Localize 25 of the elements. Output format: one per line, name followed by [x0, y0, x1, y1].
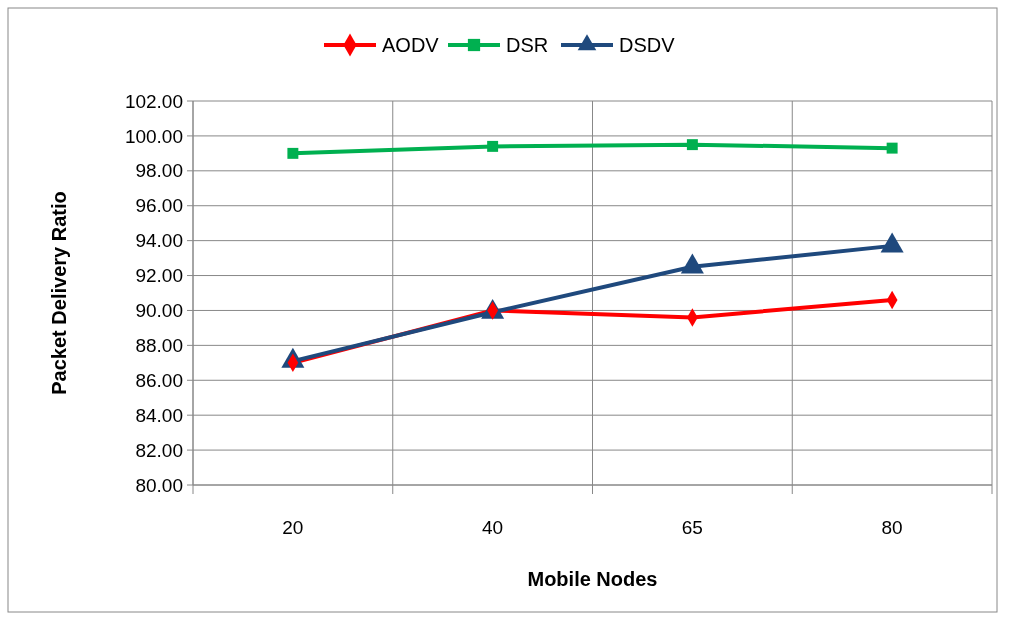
y-tick-label: 100.00: [124, 125, 183, 147]
y-tick-label: 92.00: [135, 265, 183, 287]
point: [487, 140, 499, 152]
point: [287, 147, 299, 159]
legend-label: DSDV: [619, 34, 676, 56]
x-tick-label: 80: [881, 517, 903, 538]
y-tick-label: 84.00: [135, 404, 183, 426]
x-tick-label: 20: [282, 517, 304, 538]
x-tick-label: 40: [482, 517, 504, 538]
y-tick-label: 90.00: [135, 300, 183, 322]
y-tick-label: 94.00: [135, 230, 183, 252]
y-axis-title: Packet Delivery Ratio: [48, 191, 70, 395]
y-tick-label: 88.00: [135, 335, 183, 357]
legend-label: AODV: [382, 34, 440, 56]
y-tick-label: 80.00: [135, 474, 183, 496]
y-tick-label: 102.00: [124, 90, 183, 112]
legend-label: DSR: [506, 34, 549, 56]
point: [686, 139, 698, 151]
x-tick-label: 65: [681, 517, 703, 538]
y-tick-label: 86.00: [135, 369, 183, 391]
y-tick-label: 96.00: [135, 195, 183, 217]
point: [886, 142, 898, 154]
y-tick-label: 98.00: [135, 160, 183, 182]
y-tick-label: 82.00: [135, 439, 183, 461]
x-axis-title: Mobile Nodes: [527, 568, 658, 590]
